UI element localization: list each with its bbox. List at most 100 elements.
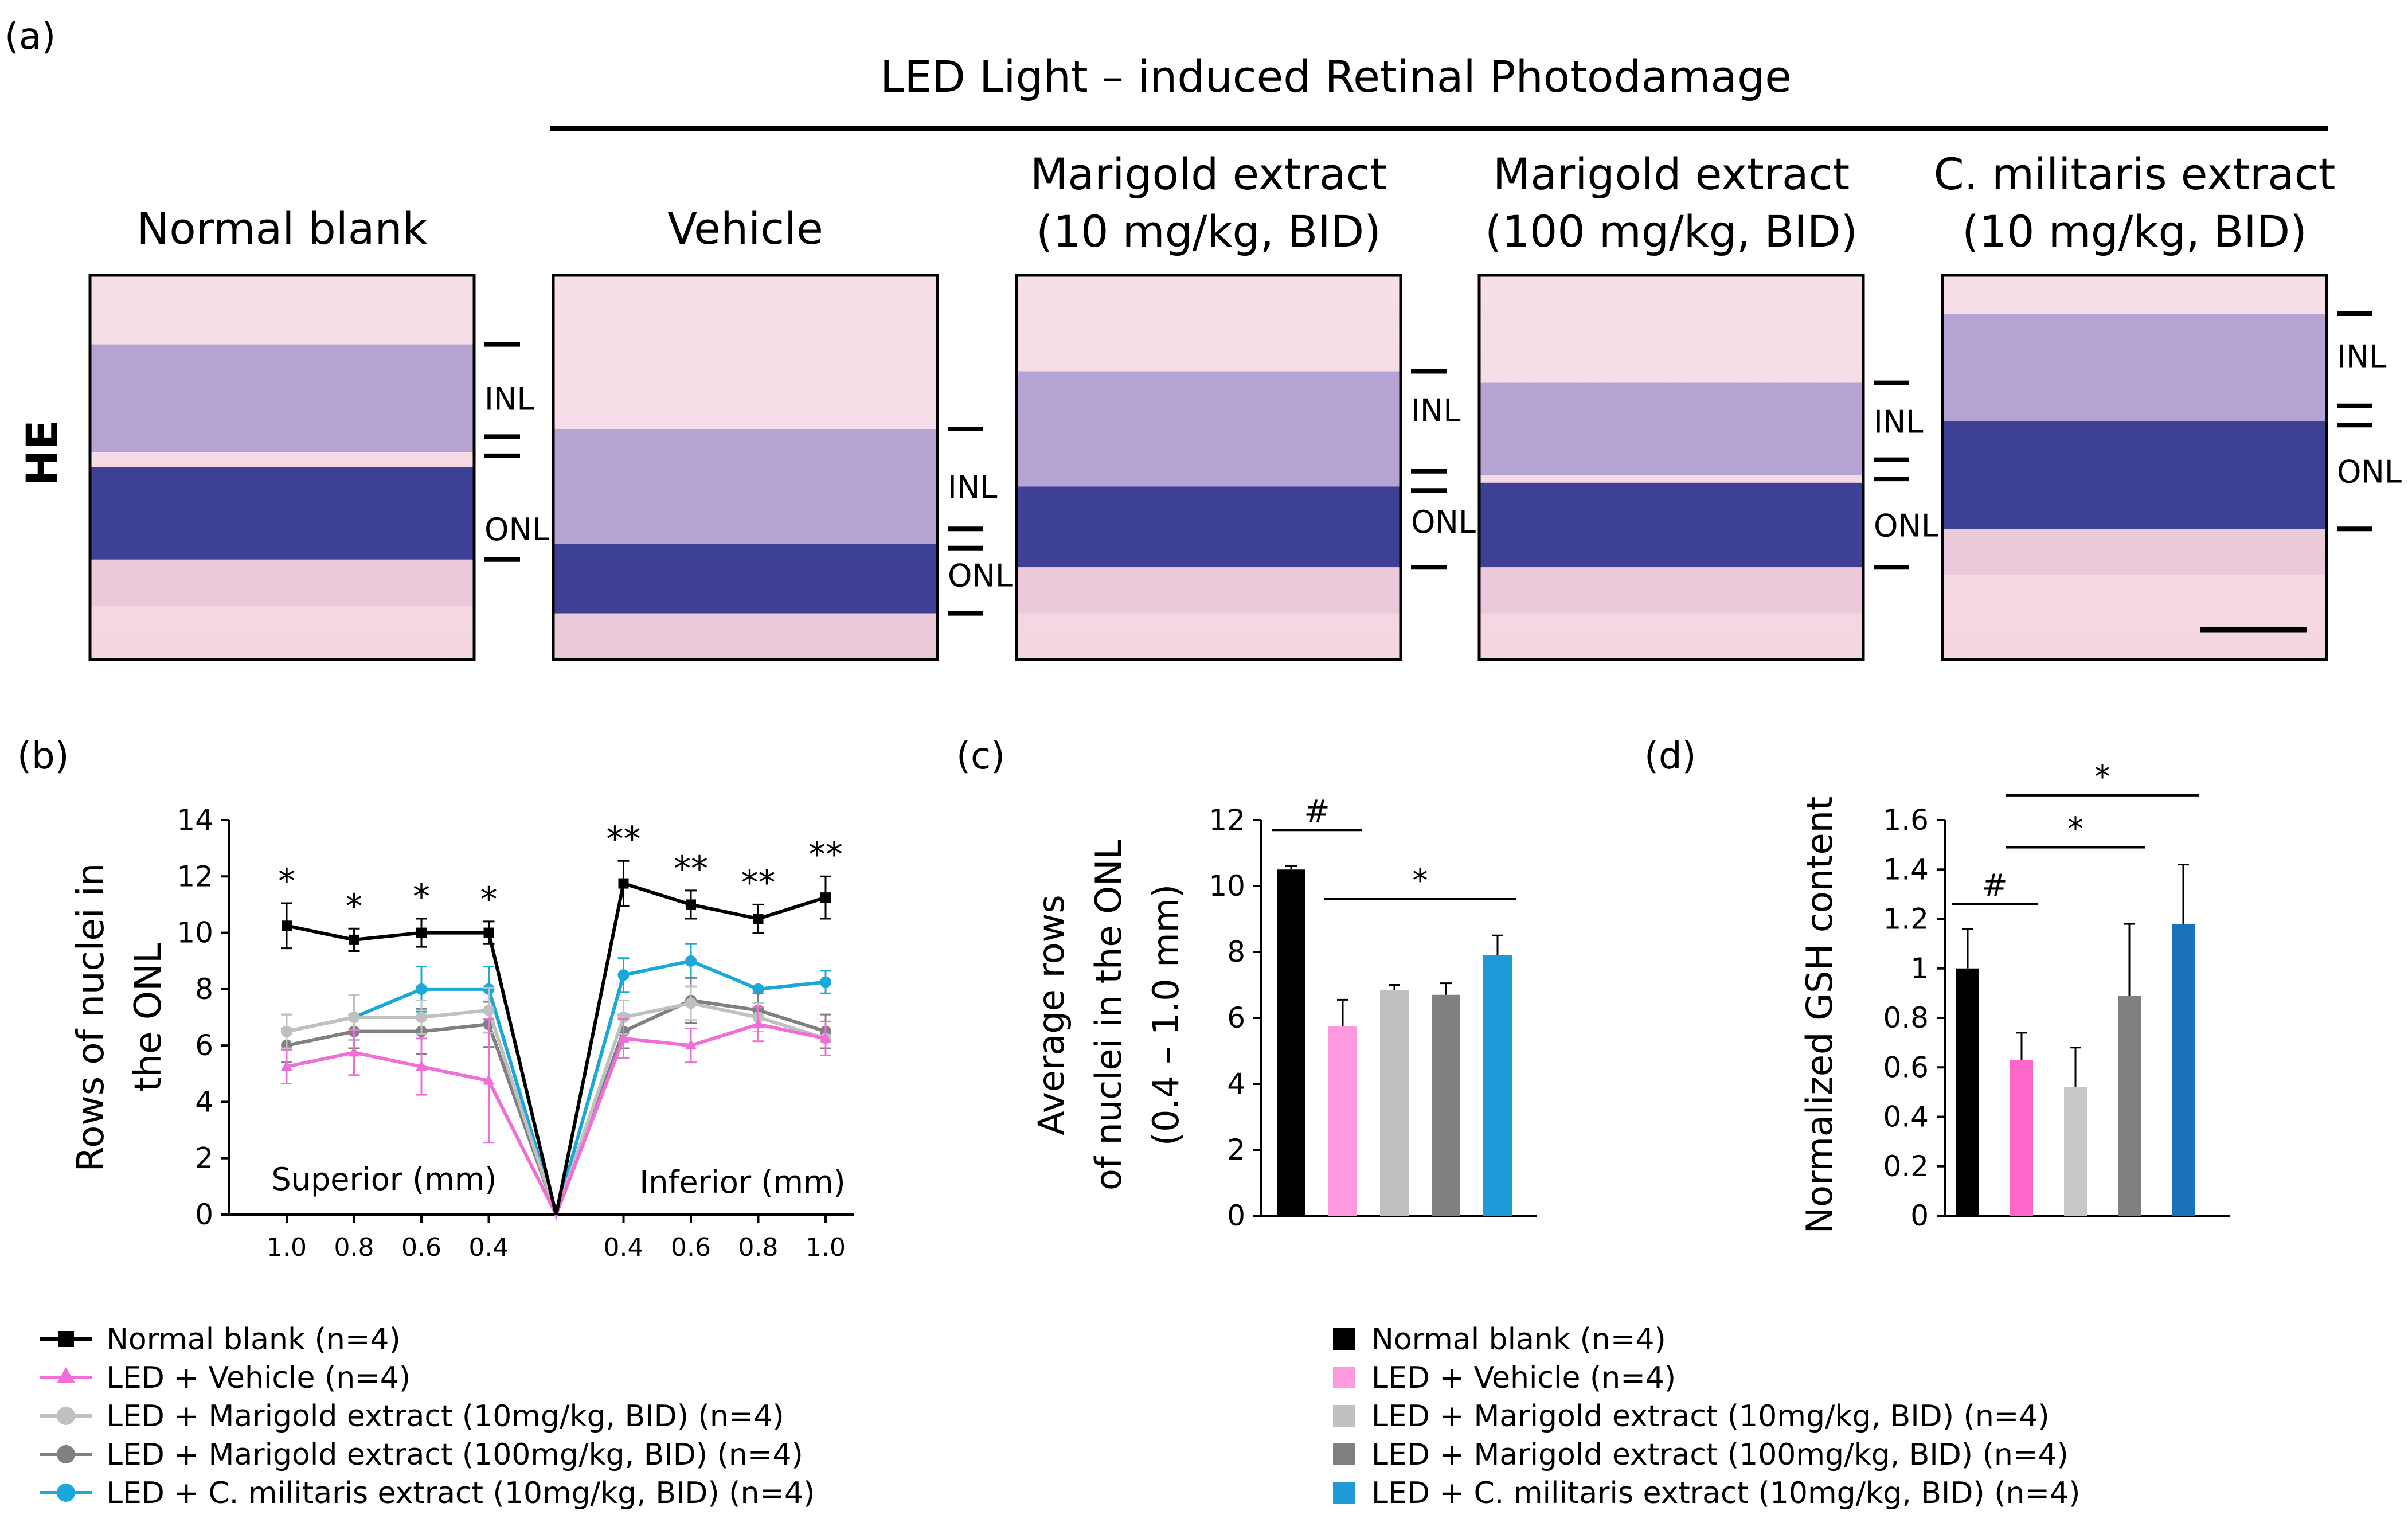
y-tick-label: 0 <box>195 1198 213 1231</box>
series-path <box>286 881 826 1215</box>
legend-label: LED + C. militaris extract (10mg/kg, BID… <box>106 1476 815 1511</box>
legend-entry: Normal blank (n=4) <box>1333 1322 1666 1357</box>
data-point <box>820 1032 831 1043</box>
photoreceptor-segment-band <box>90 559 474 606</box>
y-tick-label: 14 <box>177 803 213 837</box>
significance-mark: * <box>413 877 430 917</box>
bar <box>2064 1087 2087 1216</box>
panel-b-label: (b) <box>17 735 69 778</box>
y-tick-label: 8 <box>1227 935 1245 969</box>
bar <box>1380 990 1409 1216</box>
legend-label: LED + Marigold extract (100mg/kg, BID) (… <box>1371 1438 2069 1472</box>
legend-marker <box>57 1367 75 1383</box>
data-point <box>483 1074 495 1085</box>
legend-label: LED + C. militaris extract (10mg/kg, BID… <box>1371 1476 2080 1511</box>
x-tick-label: 1.0 <box>267 1233 307 1262</box>
data-point <box>617 969 630 981</box>
series-line <box>281 860 831 1215</box>
y-tick-label: 0 <box>1910 1199 1929 1232</box>
line-chart-b: 0 2 4 6 8 10 12 14 1.0 0.8 0.6 0.4 0.4 0.6 0.8 1.0 Rows … <box>70 803 854 1262</box>
significance-mark: ** <box>607 819 641 859</box>
data-point <box>685 1039 697 1050</box>
y-axis-label: Rows of nuclei in <box>70 863 112 1172</box>
data-point <box>685 955 697 967</box>
bar <box>1483 955 1512 1216</box>
column-title: Normal blank <box>136 203 427 254</box>
bar <box>1432 994 1460 1216</box>
data-point <box>416 1060 427 1071</box>
significance-mark: * <box>1413 862 1428 899</box>
y-tick-label: 4 <box>195 1085 213 1118</box>
data-point <box>416 927 427 938</box>
layer-label: ONL <box>484 512 549 548</box>
y-tick-label: 6 <box>195 1029 213 1062</box>
y-tick-label: 1.4 <box>1883 853 1929 886</box>
photoreceptor-segment-band <box>553 613 937 659</box>
column-title: (10 mg/kg, BID) <box>1036 206 1381 257</box>
legend-entry: LED + Vehicle (n=4) <box>40 1361 411 1395</box>
data-point <box>348 1046 360 1057</box>
data-point <box>281 1060 292 1071</box>
legend-swatch <box>1333 1405 1355 1427</box>
layer-label: ONL <box>1874 508 1938 544</box>
legend-label: Normal blank (n=4) <box>106 1322 401 1357</box>
legend-marker <box>57 1407 75 1425</box>
data-point <box>685 997 697 1009</box>
column-title: (10 mg/kg, BID) <box>1962 206 2307 257</box>
data-point <box>820 892 831 903</box>
data-point <box>416 1012 427 1023</box>
inner-nuclear-layer-band <box>1942 314 2327 421</box>
legend-label: LED + Marigold extract (10mg/kg, BID) (n… <box>1371 1399 2050 1434</box>
superior-label: Superior (mm) <box>272 1161 497 1197</box>
micrograph-columns: Normal blankINLONLVehicleINLONLMarigold … <box>88 149 2402 661</box>
data-point <box>752 1018 764 1029</box>
y-tick-label: 4 <box>1227 1067 1245 1100</box>
bar <box>2172 924 2195 1216</box>
data-point <box>753 914 764 924</box>
layer-label: INL <box>948 470 997 506</box>
y-tick-label: 8 <box>195 973 213 1006</box>
y-tick-label: 0.8 <box>1883 1001 1929 1035</box>
inferior-label: Inferior (mm) <box>639 1164 845 1200</box>
micrograph-column: Marigold extract (100 mg/kg, BID) INL ONL <box>1477 149 1938 661</box>
stain-label: HE <box>17 420 68 486</box>
inner-nuclear-layer-band <box>90 344 474 452</box>
outer-nuclear-layer-band <box>1942 421 2327 529</box>
bar-chart-c: 0 2 4 6 8 10 12 Average rows of nuclei in the ON… <box>1030 793 1537 1232</box>
y-axis-label: Normalized GSH content <box>1799 797 1840 1234</box>
significance-mark: ** <box>741 862 776 903</box>
legend-swatch <box>1333 1328 1355 1350</box>
legend-swatch <box>1333 1482 1355 1504</box>
layer-label: ONL <box>1411 504 1476 540</box>
panel-a-label: (a) <box>5 15 56 58</box>
significance-mark: ** <box>808 834 843 875</box>
y-tick-label: 0.6 <box>1883 1051 1929 1084</box>
outer-nuclear-layer-band <box>1017 486 1401 568</box>
bar <box>1956 968 1979 1216</box>
micrograph-column: Normal blank INL ONL <box>88 203 549 661</box>
column-title: Vehicle <box>667 203 823 254</box>
layer-label: INL <box>1874 404 1923 440</box>
data-point <box>416 983 427 995</box>
legend-label: LED + Marigold extract (10mg/kg, BID) (n… <box>106 1399 784 1434</box>
inner-nuclear-layer-band <box>1479 382 1863 475</box>
layer-label: ONL <box>2337 454 2402 490</box>
panel-d-label: (d) <box>1644 735 1696 778</box>
outer-nuclear-layer-band <box>1479 482 1863 568</box>
significance-mark: * <box>2068 810 2083 846</box>
legend-swatch <box>1333 1443 1355 1465</box>
x-tick-label: 1.0 <box>806 1233 846 1262</box>
significance-mark: * <box>346 887 363 927</box>
y-tick-label: 1.2 <box>1883 903 1929 936</box>
significance-mark: * <box>2095 759 2110 795</box>
micrograph-frame <box>88 274 476 661</box>
data-point <box>820 976 831 988</box>
legend-entry: LED + Marigold extract (10mg/kg, BID) (n… <box>1333 1399 2050 1434</box>
legend-entry: Normal blank (n=4) <box>40 1322 401 1357</box>
data-point <box>282 920 292 931</box>
x-tick-label: 0.8 <box>738 1233 779 1262</box>
layer-label: INL <box>2337 339 2386 375</box>
micrograph-frame <box>1941 274 2328 661</box>
legend-line-chart: Normal blank (n=4) LED + Vehicle (n=4) LED… <box>40 1322 815 1511</box>
